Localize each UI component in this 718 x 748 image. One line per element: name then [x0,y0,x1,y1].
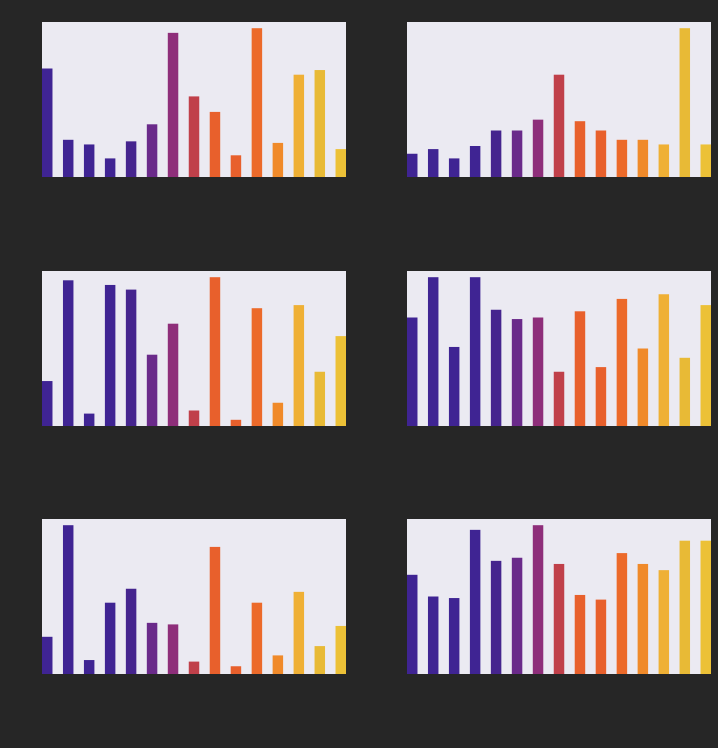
bar-1 [407,574,418,674]
bar-2 [62,280,74,426]
bar-11 [616,553,628,674]
bar-2 [62,139,74,177]
bar-2 [62,525,74,674]
bar-5 [490,130,502,177]
bar-15 [335,336,346,426]
bar-7 [167,32,179,177]
bar-7 [167,624,179,674]
bar-11 [251,308,263,426]
bar-4 [469,146,481,177]
bar-10 [230,666,242,674]
bar-10 [230,419,242,426]
bar-5 [490,560,502,674]
bar-10 [595,599,607,674]
bar-4 [469,277,481,426]
bar-5 [125,588,137,674]
bar-1 [407,317,418,426]
bar-8 [553,371,565,426]
bar-12 [272,655,284,674]
bar-12 [272,402,284,426]
bar-15 [700,144,711,177]
bar-7 [532,119,544,177]
bar-6 [511,557,523,674]
bar-11 [616,139,628,177]
bar-14 [679,540,691,674]
bar-4 [104,158,116,177]
bar-7 [167,323,179,426]
bar-2 [427,596,439,674]
subplot-4 [407,271,711,426]
bar-1 [42,68,53,177]
bar-6 [146,354,158,426]
bar-9 [574,311,586,426]
bar-13 [293,305,305,426]
bar-3 [83,144,95,177]
bar-8 [188,96,200,177]
bar-6 [511,130,523,177]
bar-7 [532,317,544,426]
bar-4 [469,529,481,674]
bar-8 [553,563,565,674]
bar-8 [188,410,200,426]
bar-14 [679,28,691,178]
bar-9 [574,594,586,674]
bar-12 [637,348,649,426]
bar-3 [83,413,95,426]
bar-15 [335,625,346,674]
bar-14 [314,371,326,426]
bar-5 [490,309,502,426]
bar-6 [146,622,158,674]
bar-1 [407,153,418,177]
bar-5 [125,289,137,426]
subplot-3 [42,271,346,426]
bar-4 [104,602,116,674]
bar-15 [700,540,711,674]
bar-9 [209,546,221,674]
bar-12 [272,142,284,177]
bar-10 [595,367,607,426]
bar-9 [574,121,586,177]
bar-13 [293,74,305,177]
bar-1 [42,381,53,426]
bar-11 [616,298,628,426]
bar-8 [188,661,200,674]
bar-8 [553,74,565,177]
bar-13 [658,570,670,674]
bar-15 [335,149,346,177]
bar-2 [427,149,439,177]
bar-13 [293,591,305,674]
bar-13 [658,294,670,426]
bar-11 [251,602,263,674]
bar-13 [658,144,670,177]
bar-3 [448,158,460,177]
bar-4 [104,284,116,426]
bar-11 [251,28,263,178]
bar-10 [595,130,607,177]
bar-3 [448,346,460,426]
bar-3 [83,660,95,674]
bar-5 [125,141,137,177]
bar-14 [679,357,691,426]
subplot-6 [407,519,711,674]
bar-12 [637,139,649,177]
bar-7 [532,525,544,674]
bar-2 [427,277,439,426]
bar-14 [314,70,326,177]
bar-14 [314,646,326,674]
subplot-2 [407,22,711,178]
bar-9 [209,277,221,426]
bar-3 [448,598,460,674]
bar-6 [511,319,523,426]
bar-15 [700,305,711,426]
bar-6 [146,124,158,177]
subplot-5 [42,519,346,674]
bar-1 [42,636,53,674]
subplot-1 [42,22,346,178]
bar-12 [637,563,649,674]
bar-10 [230,155,242,177]
bar-9 [209,111,221,177]
